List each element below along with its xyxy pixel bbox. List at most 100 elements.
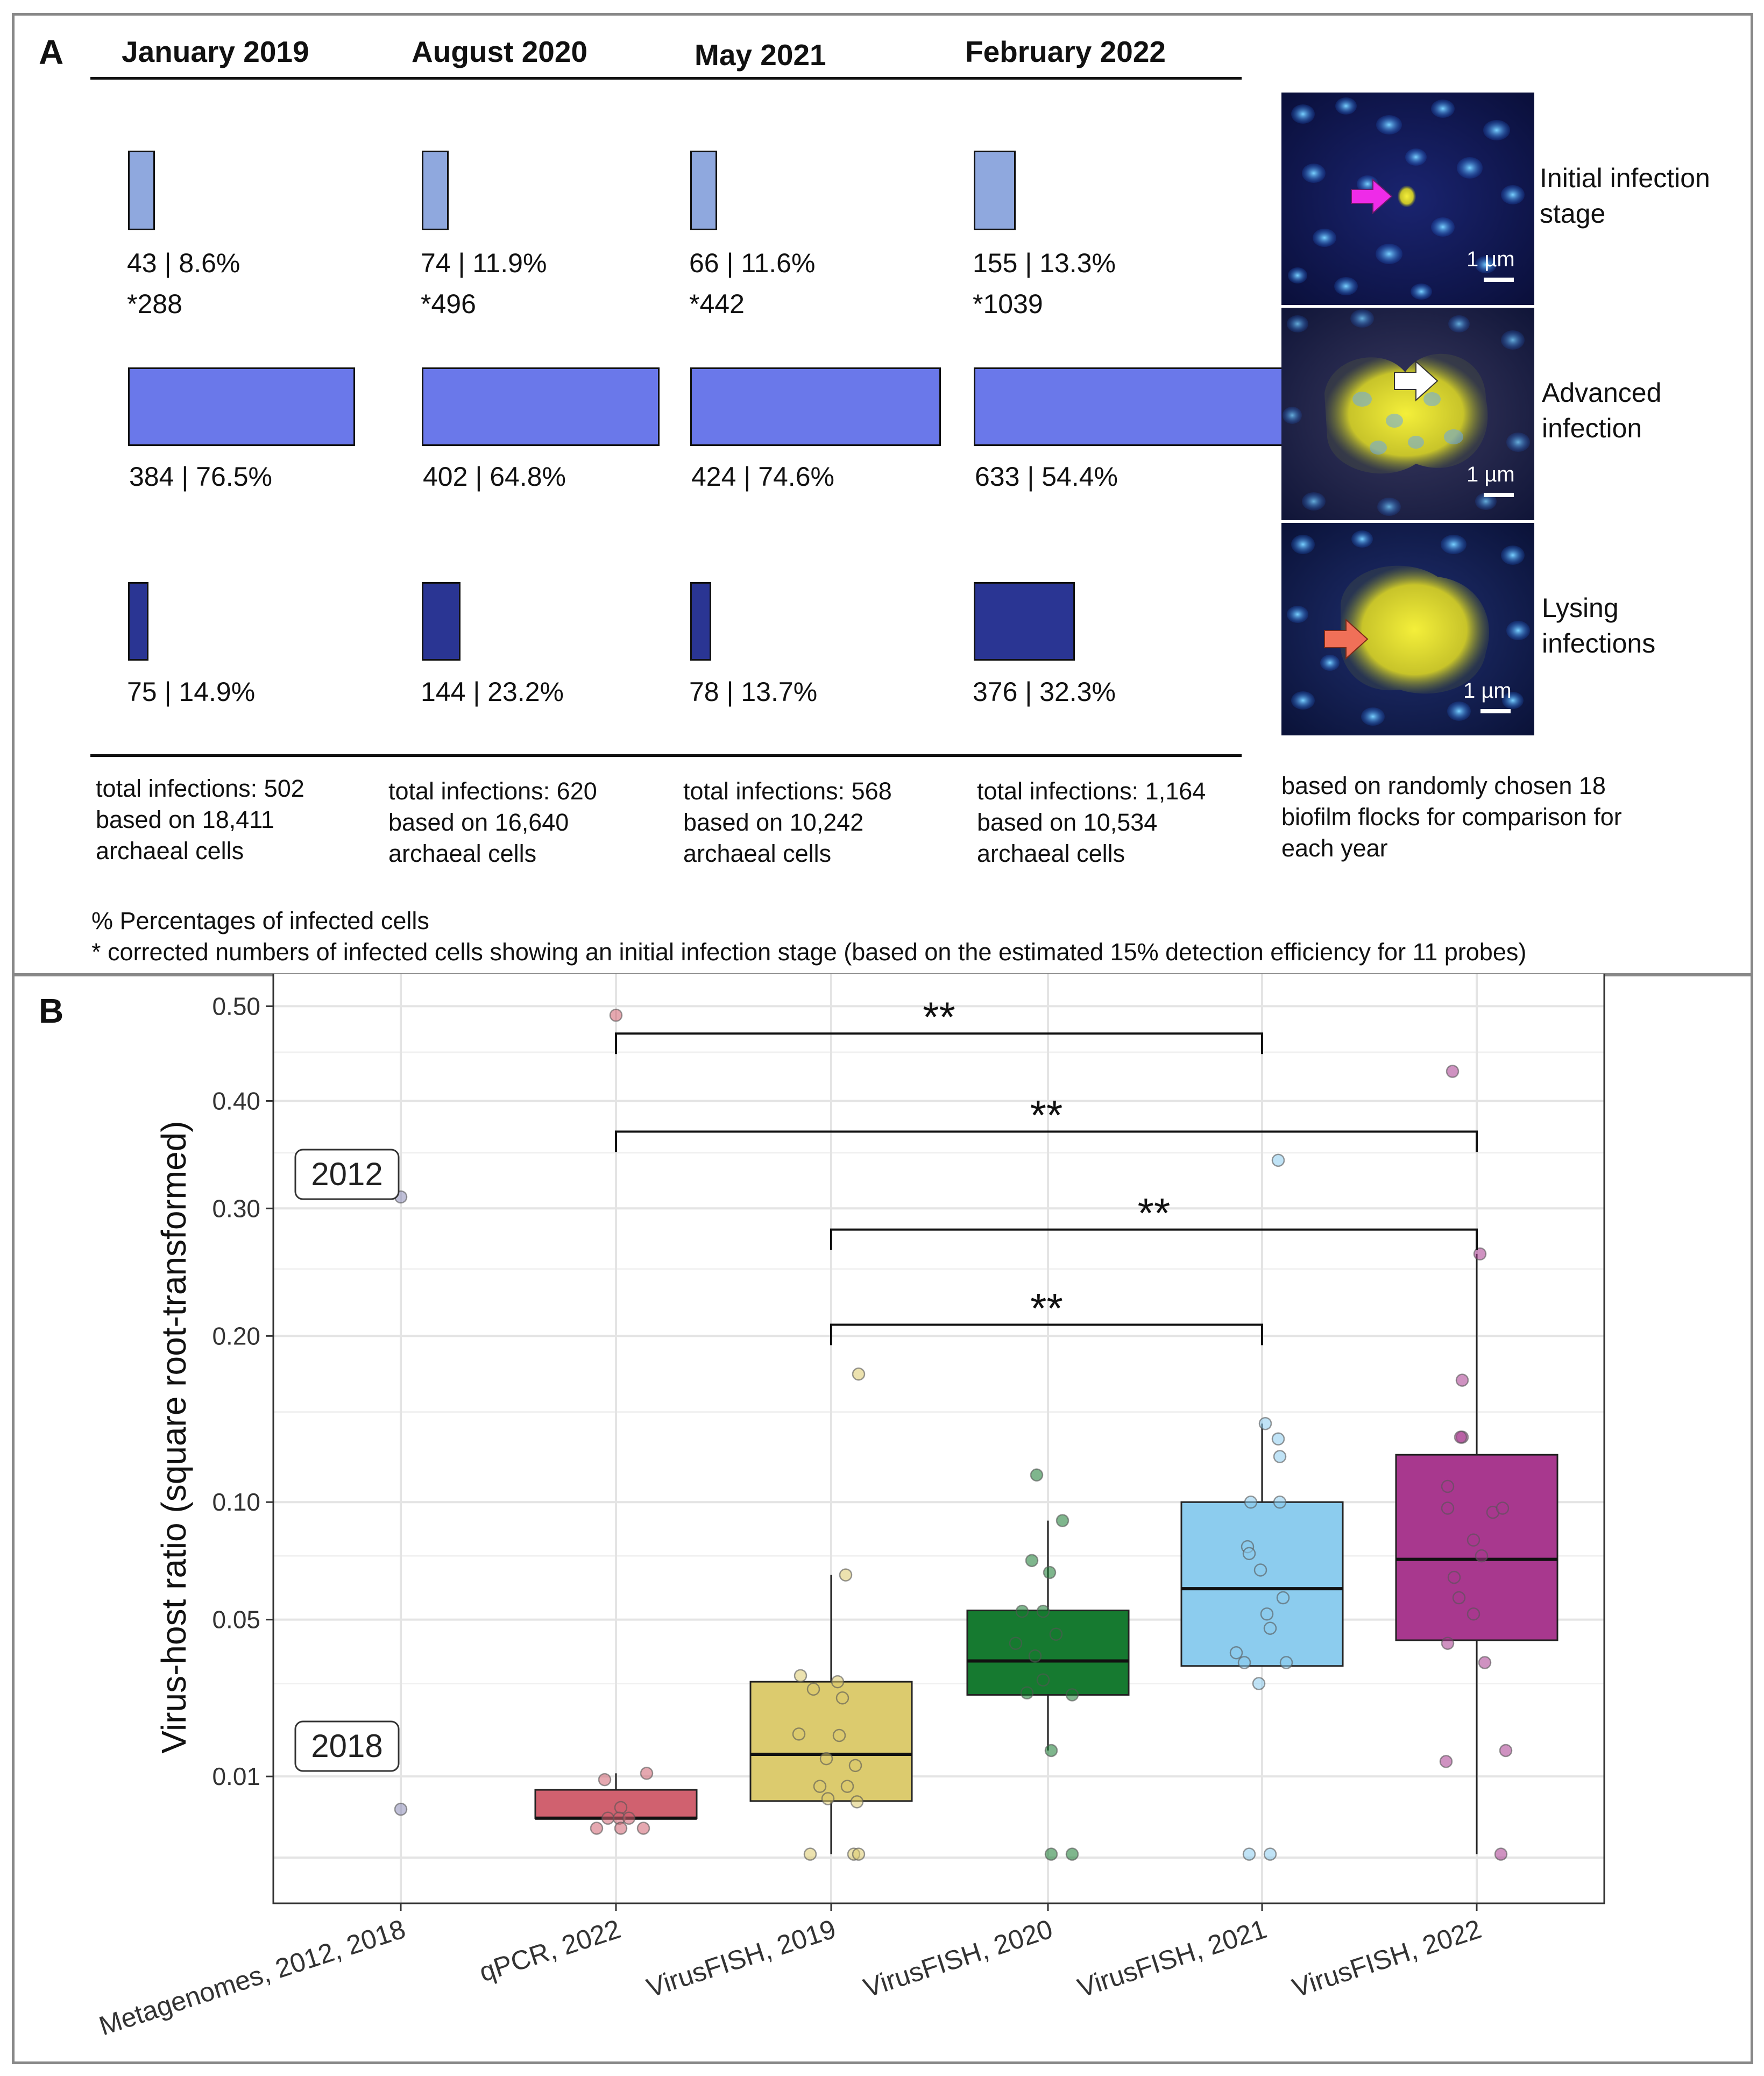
year-2-initial-bar	[422, 151, 449, 230]
stage-caption-lysing-line1: Lysing	[1542, 593, 1619, 623]
scale-label-2: 1 µm	[1467, 463, 1515, 486]
significance-bracket	[830, 1228, 1478, 1250]
data-point	[1279, 1656, 1293, 1669]
year-1-heading: January 2019	[122, 35, 309, 68]
data-point	[803, 1847, 817, 1861]
data-point	[1036, 1673, 1050, 1687]
data-point	[1263, 1847, 1277, 1861]
data-point	[1049, 1627, 1063, 1641]
data-point	[1452, 1591, 1466, 1605]
plot-background	[273, 974, 1604, 1903]
year-2-totals: total infections: 620 based on 16,640 arch…	[388, 776, 597, 869]
data-point	[614, 1801, 628, 1815]
micrograph-lysing-infections	[1281, 523, 1534, 735]
data-point	[839, 1568, 853, 1582]
year-4-lysing-bar	[974, 582, 1075, 661]
y-tick-label: 0.10	[212, 1488, 260, 1516]
scale-bar-3	[1480, 709, 1511, 713]
data-point	[848, 1759, 862, 1773]
x-tick-label: VirusFISH, 2019	[643, 1914, 839, 2003]
y-tick-label: 0.01	[212, 1762, 260, 1790]
year-1-corrected-label: *288	[127, 289, 182, 319]
plot-border	[272, 974, 1605, 1904]
data-point	[1244, 1495, 1258, 1509]
year-2-corrected-label: *496	[421, 289, 476, 319]
data-point	[831, 1675, 845, 1689]
data-point	[598, 1773, 612, 1787]
year-2-lysing-label: 144 | 23.2%	[421, 677, 564, 707]
data-point	[1439, 1755, 1453, 1768]
y-tick-label: 0.50	[212, 992, 260, 1020]
stage-caption-initial-line1: Initial infection	[1540, 163, 1710, 193]
year-1-cells-line: archaeal cells	[96, 837, 244, 865]
data-point	[1065, 1688, 1079, 1702]
annotation-box	[294, 1720, 400, 1772]
stage-caption-advanced-line1: Advanced	[1542, 378, 1662, 408]
data-point	[852, 1368, 866, 1381]
year-4-advanced-label: 633 | 54.4%	[975, 462, 1118, 492]
year-3-corrected-label: *442	[689, 289, 745, 319]
year-3-advanced-bar	[690, 367, 941, 446]
data-point	[1446, 1065, 1460, 1078]
box-3	[749, 1681, 913, 1802]
data-point	[1055, 1514, 1069, 1527]
significance-label: **	[1030, 1091, 1063, 1138]
panel-a-letter: A	[39, 33, 64, 72]
data-point	[1025, 1554, 1039, 1568]
micrograph-lysing-svg	[1281, 523, 1534, 735]
data-point	[1263, 1621, 1277, 1635]
data-point	[1276, 1591, 1290, 1605]
year-3-totals: total infections: 568 based on 10,242 arch…	[683, 776, 892, 869]
stage-caption-lysing-line2: infections	[1542, 628, 1656, 658]
data-point	[1467, 1607, 1480, 1621]
y-tick-label: 0.05	[212, 1606, 260, 1634]
data-point	[1499, 1744, 1513, 1758]
scale-label-3: 1 µm	[1463, 679, 1512, 703]
data-point	[1020, 1686, 1034, 1700]
data-point	[850, 1795, 864, 1809]
data-point	[1467, 1533, 1480, 1547]
significance-label: **	[923, 993, 955, 1040]
year-4-heading: February 2022	[965, 35, 1166, 68]
significance-label: **	[1138, 1189, 1171, 1237]
data-point	[1473, 1247, 1487, 1261]
stage-caption-advanced-line2: infection	[1542, 413, 1642, 443]
data-point	[1273, 1450, 1287, 1463]
year-2-advanced-bar	[422, 367, 660, 446]
significance-bracket	[830, 1323, 1263, 1345]
data-point	[1271, 1153, 1285, 1167]
year-2-initial-label: 74 | 11.9%	[421, 248, 547, 278]
year-2-based-line: based on 16,640	[388, 809, 569, 836]
data-point	[1260, 1607, 1274, 1621]
year-3-lysing-label: 78 | 13.7%	[689, 677, 818, 707]
data-point	[1028, 1649, 1042, 1663]
year-3-initial-label: 66 | 11.6%	[689, 248, 816, 278]
year-1-lysing-bar	[128, 582, 148, 661]
year-2-lysing-bar	[422, 582, 461, 661]
data-point	[794, 1669, 807, 1683]
data-point	[1447, 1570, 1461, 1584]
x-tick-label: Metagenomes, 2012, 2018	[95, 1914, 409, 2041]
year-1-initial-bar	[128, 151, 155, 230]
box-plot-chart: 0.01 0.05 0.10 0.20 0.30 0.40 0.50 Virus-host r…	[95, 974, 1605, 2041]
year-3-advanced-label: 424 | 74.6%	[691, 462, 834, 492]
significance-label: **	[1030, 1284, 1063, 1331]
y-axis-label: Virus-host ratio (square root-transforme…	[154, 1121, 193, 1753]
y-tick-label: 0.40	[212, 1087, 260, 1115]
data-point	[609, 1008, 623, 1022]
data-point	[832, 1728, 846, 1742]
data-point	[1009, 1636, 1023, 1650]
data-point	[601, 1811, 615, 1825]
data-point	[1494, 1847, 1508, 1861]
data-point	[1441, 1501, 1455, 1515]
annotation-label: 2012	[311, 1156, 382, 1192]
data-point	[1454, 1430, 1468, 1444]
data-point	[1065, 1847, 1079, 1861]
micrograph-initial-infection	[1281, 93, 1534, 305]
data-point	[821, 1792, 835, 1805]
data-point	[1242, 1847, 1256, 1861]
data-point	[1478, 1656, 1492, 1669]
data-point	[1015, 1604, 1029, 1618]
data-point	[806, 1682, 820, 1696]
data-point	[819, 1752, 833, 1766]
